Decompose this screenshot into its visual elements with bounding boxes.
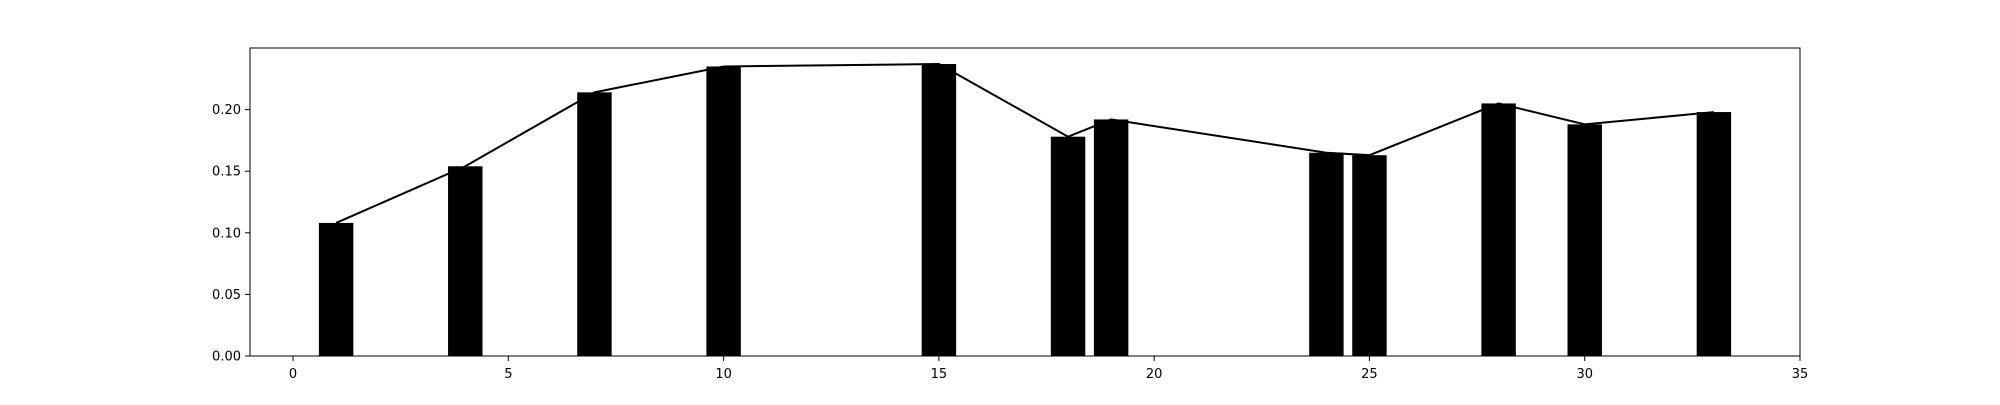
bar	[1696, 112, 1732, 357]
bar	[706, 66, 741, 356]
x-tick-label: 20	[1146, 367, 1163, 382]
x-tick-label: 25	[1361, 367, 1378, 382]
x-tick-label: 30	[1576, 367, 1593, 382]
bar	[1050, 136, 1086, 356]
bar	[318, 222, 354, 356]
x-tick-label: 0	[289, 367, 297, 382]
line-layer	[335, 63, 1714, 224]
x-tick-label: 5	[504, 367, 512, 382]
y-tick-label: 0.00	[212, 350, 241, 365]
bar	[1481, 103, 1516, 356]
axes-layer: 0 5 10 15 20 25 30 35 0.00 0.05 0.10 0.15 0.20	[212, 47, 1809, 382]
bars-layer	[318, 64, 1732, 357]
bar	[921, 64, 957, 357]
x-tick-label: 15	[931, 367, 948, 382]
bar	[577, 92, 612, 357]
series-line	[335, 63, 1714, 224]
x-tick-label: 35	[1792, 367, 1809, 382]
y-tick-label: 0.15	[212, 165, 241, 180]
y-tick-label: 0.10	[212, 226, 241, 241]
bar	[1352, 155, 1387, 356]
y-tick-label: 0.05	[212, 288, 241, 303]
y-tick-label: 0.20	[212, 103, 241, 118]
x-tick-label: 10	[715, 367, 732, 382]
bar	[448, 166, 483, 356]
bar	[1093, 119, 1129, 357]
bar	[1309, 152, 1344, 356]
axes-frame	[249, 47, 1801, 357]
bar	[1567, 124, 1602, 356]
